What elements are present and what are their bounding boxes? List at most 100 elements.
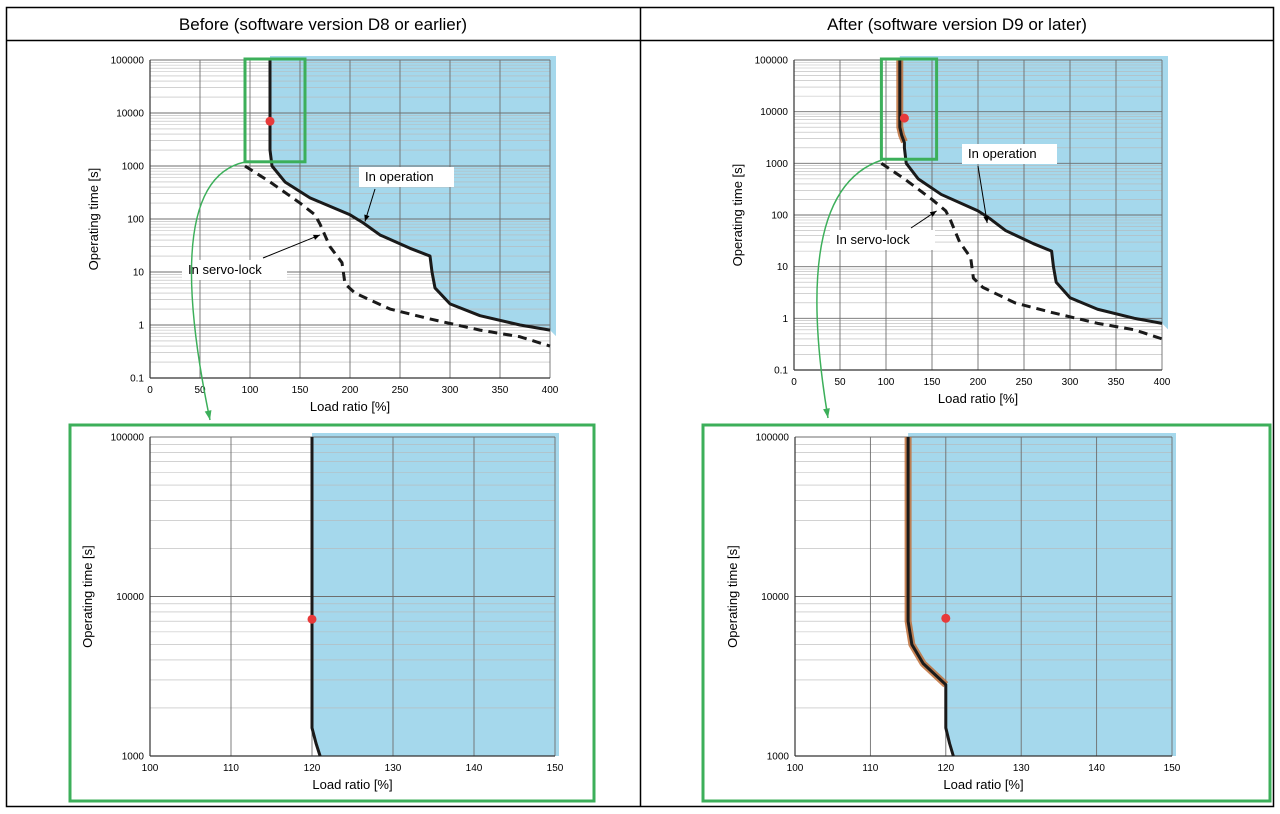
y-tick-label: 1000	[767, 752, 790, 763]
x-axis-label: Load ratio [%]	[310, 399, 390, 414]
x-tick-label: 400	[1154, 377, 1171, 388]
x-tick-label: 150	[924, 377, 941, 388]
operation-curve	[906, 437, 955, 757]
y-axis-label: Operating time [s]	[80, 545, 95, 648]
y-tick-label: 10000	[116, 109, 144, 120]
x-tick-label: 200	[970, 377, 987, 388]
annotation-background	[182, 260, 287, 280]
annotation-label: In servo-lock	[836, 232, 910, 247]
y-tick-label: 0.1	[130, 374, 144, 385]
header-after: After (software version D9 or later)	[827, 15, 1087, 34]
zoom-frame-before	[68, 423, 596, 803]
x-tick-label: 110	[862, 763, 878, 774]
zoom-frame-after	[701, 423, 1272, 803]
x-tick-label: 110	[223, 763, 239, 774]
y-tick-label: 10000	[760, 107, 788, 118]
x-tick-label: 50	[834, 377, 846, 388]
y-tick-label: 10000	[116, 592, 144, 603]
chart-before-overview: 0 50 100 150 200 250 300 350 400 0.1 1 10 100 1000 100…	[86, 56, 559, 415]
x-tick-label: 0	[147, 385, 153, 396]
x-tick-label: 100	[242, 385, 259, 396]
x-tick-label: 350	[492, 385, 509, 396]
x-tick-label: 100	[787, 763, 804, 774]
x-tick-label: 150	[547, 763, 564, 774]
zoom-region-box	[879, 57, 939, 161]
y-tick-label: 100000	[756, 433, 790, 444]
x-tick-label: 140	[466, 763, 483, 774]
annotation-arrow-line	[262, 234, 321, 259]
y-tick-label: 1000	[122, 162, 145, 173]
annotation-arrow-head	[929, 210, 937, 217]
servo-lock-curve	[880, 162, 1163, 341]
y-tick-label: 10000	[761, 592, 789, 603]
safe-region-fill	[899, 56, 1168, 330]
annotation-background	[830, 230, 935, 250]
annotation-label: In operation	[365, 169, 434, 184]
y-tick-label: 1	[138, 321, 144, 332]
zoom-region-box	[243, 57, 307, 164]
y-tick-label: 100000	[755, 56, 789, 67]
zoom-connector-curve	[190, 161, 246, 421]
safe-region-fill	[908, 433, 1176, 756]
annotation-arrow-head	[983, 216, 989, 224]
operating-point	[899, 113, 909, 123]
safe-region-fill	[270, 56, 556, 337]
chart-before-zoom: 100 110 120 130 140 150 1000 10000 100000 Load ra…	[80, 433, 564, 793]
x-tick-label: 300	[442, 385, 459, 396]
y-tick-label: 1	[782, 314, 788, 325]
x-tick-label: 130	[385, 763, 402, 774]
x-tick-label: 0	[791, 377, 797, 388]
x-axis-label: Load ratio [%]	[943, 777, 1023, 792]
x-tick-label: 400	[542, 385, 559, 396]
operating-point	[941, 613, 951, 623]
y-tick-label: 10	[133, 268, 145, 279]
annotation-arrow-line	[977, 165, 988, 224]
x-tick-label: 300	[1062, 377, 1079, 388]
x-tick-label: 200	[342, 385, 359, 396]
safe-region-fill	[312, 433, 559, 756]
y-axis-label: Operating time [s]	[725, 545, 740, 648]
x-tick-label: 120	[937, 763, 954, 774]
header-before: Before (software version D8 or earlier)	[179, 15, 467, 34]
x-axis-label: Load ratio [%]	[938, 391, 1018, 406]
x-tick-label: 120	[304, 763, 321, 774]
operating-point	[265, 116, 275, 126]
y-axis-label: Operating time [s]	[730, 164, 745, 267]
annotation-arrow-head	[313, 234, 320, 240]
operating-point	[307, 614, 317, 624]
x-tick-label: 150	[292, 385, 309, 396]
y-tick-label: 0.1	[774, 366, 788, 377]
operation-curve	[310, 437, 322, 757]
y-tick-label: 100000	[111, 56, 145, 67]
y-tick-label: 10	[777, 262, 789, 273]
zoom-connectors	[190, 159, 883, 421]
annotation-background	[962, 144, 1057, 164]
zoom-connector-arrowhead	[823, 408, 830, 418]
servo-lock-curve	[244, 164, 551, 348]
x-tick-label: 130	[1013, 763, 1030, 774]
y-tick-label: 100	[127, 215, 144, 226]
y-tick-label: 1000	[122, 752, 145, 763]
chart-after-zoom: 100 110 120 130 140 150 1000 10000 100000 Load ra…	[725, 433, 1181, 793]
annotation-background	[359, 167, 454, 187]
x-tick-label: 100	[878, 377, 895, 388]
annotation-label: In servo-lock	[188, 262, 262, 277]
operation-curve	[268, 60, 551, 332]
zoom-connector-arrowhead	[204, 410, 212, 420]
y-tick-label: 100	[771, 211, 788, 222]
y-axis-label: Operating time [s]	[86, 168, 101, 271]
y-tick-label: 100000	[111, 433, 145, 444]
operation-curve	[898, 60, 1163, 325]
x-tick-label: 140	[1088, 763, 1105, 774]
zoom-connector-curve	[816, 159, 883, 419]
x-tick-label: 100	[142, 763, 159, 774]
x-tick-label: 150	[1164, 763, 1181, 774]
annotation-label: In operation	[968, 146, 1037, 161]
annotation-arrow-head	[364, 214, 370, 222]
x-tick-label: 350	[1108, 377, 1125, 388]
y-tick-label: 1000	[766, 159, 789, 170]
x-tick-label: 250	[1016, 377, 1033, 388]
x-tick-label: 50	[194, 385, 206, 396]
x-tick-label: 250	[392, 385, 409, 396]
